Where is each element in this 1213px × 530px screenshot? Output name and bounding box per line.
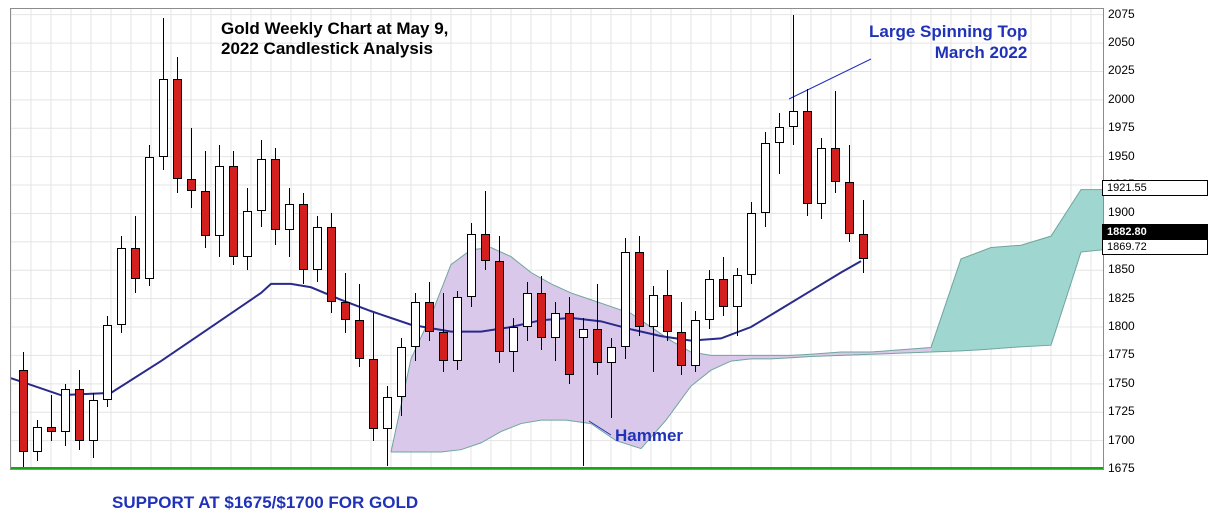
candle-body xyxy=(579,329,588,338)
candle-body xyxy=(789,111,798,127)
candle-body xyxy=(397,347,406,397)
candle-body xyxy=(551,313,560,338)
y-tick: 2075 xyxy=(1108,7,1135,21)
candle-body xyxy=(425,302,434,332)
support-line xyxy=(11,467,1104,469)
candle-body xyxy=(663,295,672,331)
candle-body xyxy=(33,427,42,452)
y-tick: 1725 xyxy=(1108,404,1135,418)
y-tick: 1975 xyxy=(1108,120,1135,134)
annotation-spinning-top: Large Spinning TopMarch 2022 xyxy=(869,21,1027,64)
candle-body xyxy=(509,327,518,352)
y-tick: 1800 xyxy=(1108,319,1135,333)
plot-area[interactable]: Gold Weekly Chart at May 9, 2022 Candles… xyxy=(10,8,1104,470)
candle-body xyxy=(439,332,448,362)
candle-body xyxy=(537,293,546,338)
candle-body xyxy=(341,302,350,320)
y-tick: 2050 xyxy=(1108,35,1135,49)
y-tick: 2000 xyxy=(1108,92,1135,106)
candle-wick xyxy=(51,395,52,440)
support-annotation-text: SUPPORT AT $1675/$1700 FOR GOLD xyxy=(112,493,418,512)
candle-body xyxy=(831,148,840,182)
candle-body xyxy=(565,313,574,374)
candle-wick xyxy=(191,128,192,208)
candle-body xyxy=(621,252,630,347)
candle-body xyxy=(19,370,28,452)
candle-body xyxy=(411,302,420,347)
price-marker: 1921.55 xyxy=(1102,180,1208,196)
candle-body xyxy=(495,261,504,352)
candle-body xyxy=(243,211,252,256)
candle-body xyxy=(173,79,182,179)
candle-body xyxy=(691,320,700,365)
candle-body xyxy=(271,159,280,231)
y-tick: 2025 xyxy=(1108,63,1135,77)
candle-body xyxy=(859,234,868,259)
candle-body xyxy=(257,159,266,211)
candle-body xyxy=(649,295,658,327)
candle-body xyxy=(89,400,98,441)
price-marker: 1869.72 xyxy=(1102,239,1208,255)
chart-title-line1: Gold Weekly Chart at May 9, xyxy=(221,19,448,38)
candle-wick xyxy=(583,318,584,466)
y-tick: 1775 xyxy=(1108,347,1135,361)
candle-body xyxy=(229,166,238,257)
candle-body xyxy=(705,279,714,320)
candle-body xyxy=(285,204,294,230)
y-tick: 1675 xyxy=(1108,461,1135,475)
candle-body xyxy=(803,111,812,204)
candle-body xyxy=(355,320,364,359)
support-annotation: SUPPORT AT $1675/$1700 FOR GOLD xyxy=(112,492,418,513)
candle-body xyxy=(103,325,112,400)
chart-title: Gold Weekly Chart at May 9, 2022 Candles… xyxy=(221,19,448,60)
candle-body xyxy=(369,359,378,429)
candle-body xyxy=(299,204,308,270)
y-tick: 1950 xyxy=(1108,149,1135,163)
chart-title-line2: 2022 Candlestick Analysis xyxy=(221,39,433,58)
candle-body xyxy=(677,332,686,366)
candle-body xyxy=(845,182,854,234)
candle-body xyxy=(761,143,770,213)
candle-body xyxy=(453,297,462,361)
candle-body xyxy=(131,248,140,280)
candle-body xyxy=(481,234,490,261)
candle-body xyxy=(327,227,336,302)
candle-body xyxy=(313,227,322,270)
plot-svg xyxy=(11,9,1103,469)
candle-body xyxy=(215,166,224,236)
candle-body xyxy=(75,389,84,440)
candle-body xyxy=(61,389,70,431)
candle-body xyxy=(593,329,602,363)
candle-body xyxy=(47,427,56,432)
y-tick: 1900 xyxy=(1108,205,1135,219)
candle-body xyxy=(635,252,644,327)
chart-container: Gold Weekly Chart at May 9, 2022 Candles… xyxy=(0,0,1213,530)
candle-body xyxy=(523,293,532,327)
candle-body xyxy=(145,157,154,280)
candle-wick xyxy=(779,113,780,173)
candle-body xyxy=(719,279,728,306)
candle-body xyxy=(775,127,784,143)
price-marker: 1882.80 xyxy=(1102,224,1208,240)
candle-body xyxy=(607,347,616,363)
candle-body xyxy=(159,79,168,156)
candle-body xyxy=(383,397,392,429)
y-tick: 1750 xyxy=(1108,376,1135,390)
candle-body xyxy=(747,213,756,274)
y-tick: 1825 xyxy=(1108,291,1135,305)
y-tick: 1850 xyxy=(1108,262,1135,276)
y-tick: 1700 xyxy=(1108,433,1135,447)
candle-body xyxy=(817,148,826,205)
candle-body xyxy=(117,248,126,325)
y-axis: 1675170017251750177518001825185018751900… xyxy=(1102,8,1212,468)
annotation-hammer: Hammer xyxy=(615,425,683,446)
candle-body xyxy=(467,234,476,298)
candle-body xyxy=(201,191,210,236)
candle-body xyxy=(733,275,742,307)
candle-body xyxy=(187,179,196,190)
